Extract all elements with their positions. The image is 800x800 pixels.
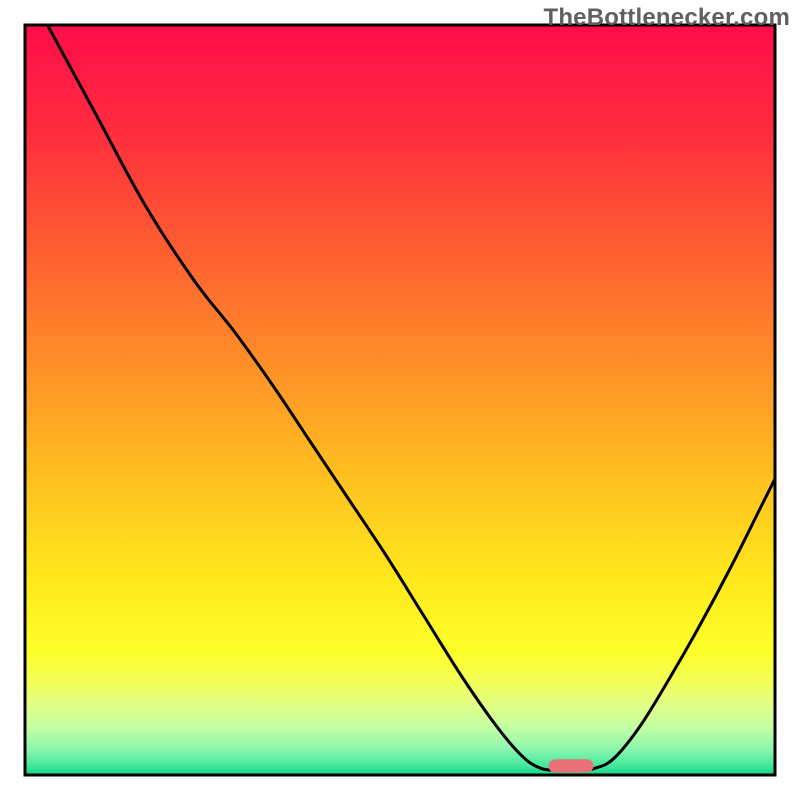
bottleneck-chart bbox=[0, 0, 800, 800]
plot-area bbox=[25, 25, 775, 775]
optimal-marker bbox=[549, 759, 594, 773]
watermark-text: TheBottlenecker.com bbox=[543, 4, 790, 32]
chart-container: TheBottlenecker.com bbox=[0, 0, 800, 800]
gradient-background bbox=[25, 25, 775, 775]
